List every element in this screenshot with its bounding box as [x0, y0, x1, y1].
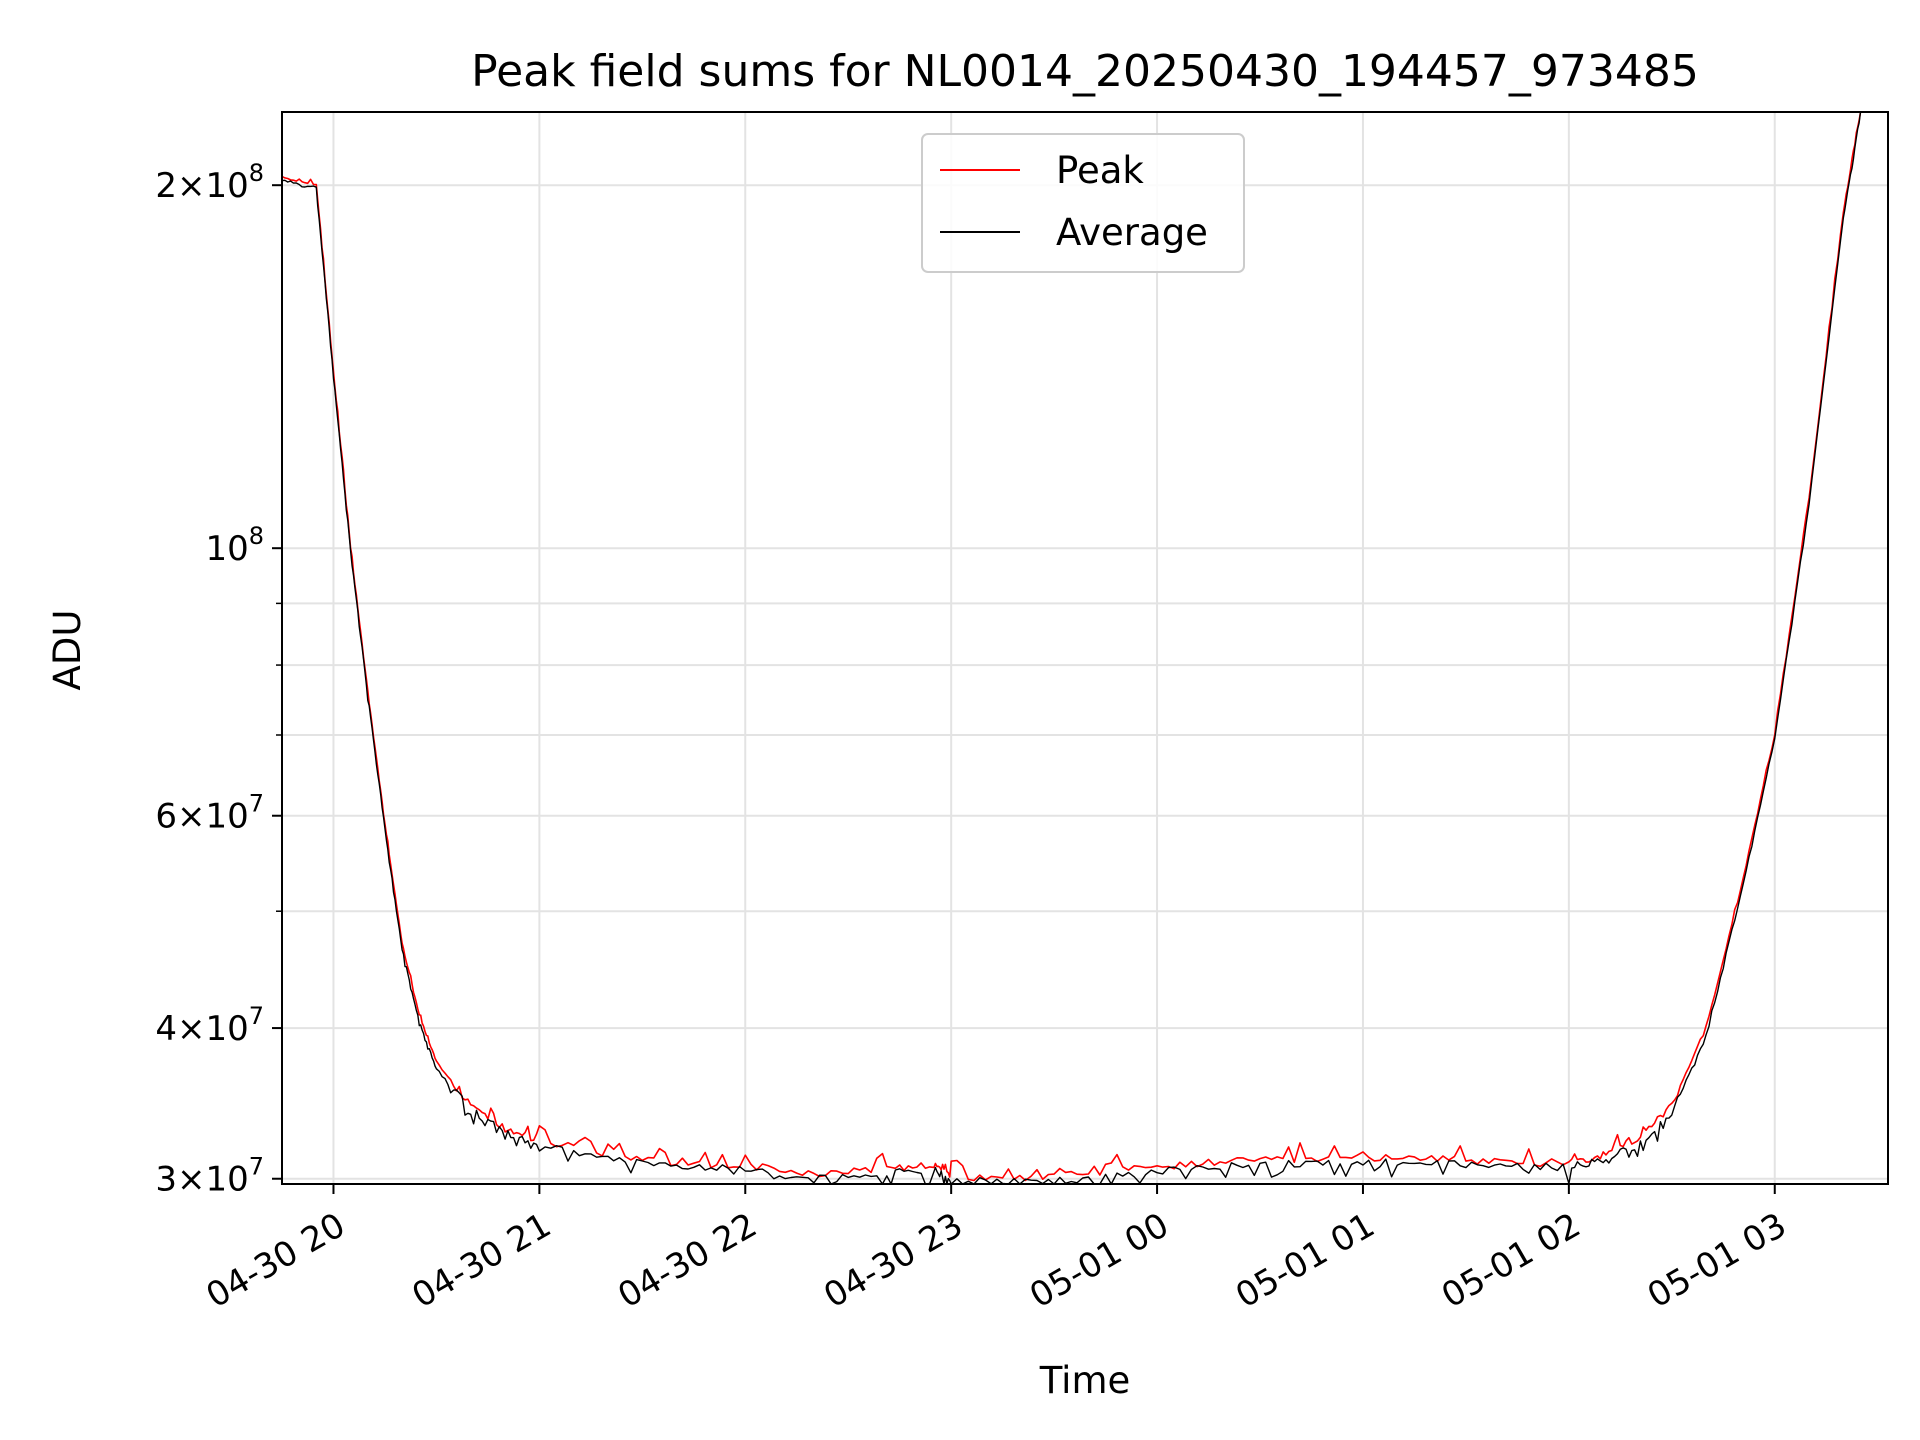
x-tick-label: 04-30 20 — [200, 1205, 352, 1316]
legend-label-average: Average — [1056, 211, 1208, 254]
x-tick-label: 05-01 02 — [1435, 1205, 1587, 1316]
y-tick-label: 108 — [205, 522, 264, 569]
y-tick-label: 3×107 — [155, 1153, 264, 1200]
x-tick-label: 04-30 21 — [405, 1205, 557, 1316]
legend: Peak Average — [921, 133, 1245, 273]
legend-label-peak: Peak — [1056, 149, 1144, 192]
x-tick-label: 05-01 01 — [1229, 1205, 1381, 1316]
x-axis-label: Time — [1039, 1359, 1131, 1402]
series-line-peak — [281, 111, 1862, 1182]
x-tick-label: 05-01 03 — [1641, 1205, 1793, 1316]
legend-box — [921, 133, 1245, 273]
chart-title: Peak field sums for NL0014_20250430_1944… — [471, 46, 1699, 97]
y-tick-label: 2×108 — [155, 159, 264, 206]
y-axis-label: ADU — [46, 610, 89, 691]
y-tick-label: 6×107 — [155, 790, 264, 837]
x-tick-label: 05-01 00 — [1023, 1205, 1175, 1316]
y-tick-label: 4×107 — [155, 1002, 264, 1049]
x-tick-label: 04-30 22 — [611, 1205, 763, 1316]
x-tick-label: 04-30 23 — [817, 1205, 969, 1316]
axes-frame — [281, 111, 1889, 1185]
axes: 04-30 20 04-30 21 04-30 22 04-30 23 05-01 00… — [155, 111, 1889, 1316]
